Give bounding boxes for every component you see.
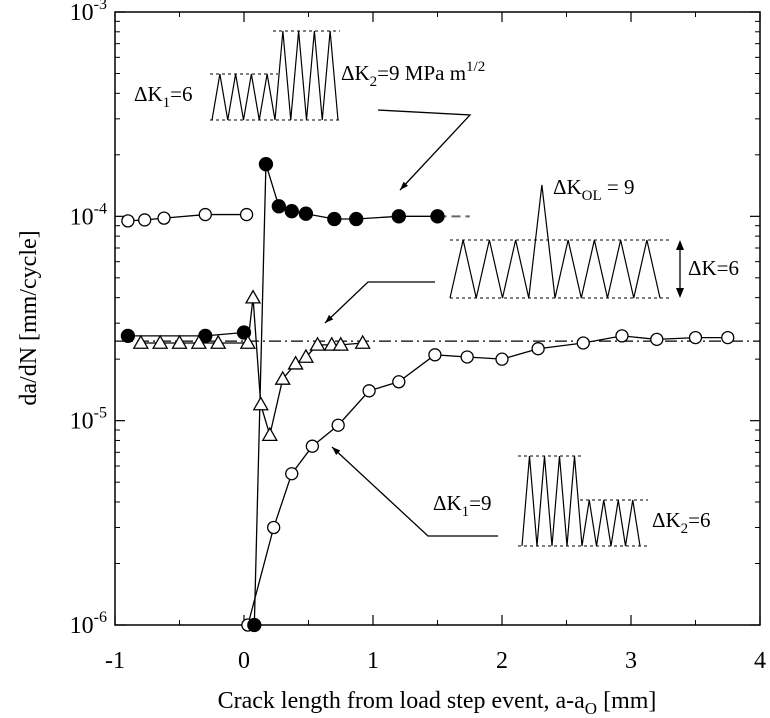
data-point-filled-circle [120,328,136,344]
annotation-leaders [324,109,498,537]
leader-arrow-bottom [331,446,498,537]
leader-arrow-middle-head [325,314,334,323]
annot-dk2-6: ΔK2=6 [652,508,711,537]
series-filled-circle [120,325,252,344]
data-point-filled-circle [327,211,342,227]
data-point-filled-circle [271,199,286,214]
data-point-filled-circle [430,209,445,224]
data-point-filled-circle [391,209,406,224]
reference-lines [115,215,760,342]
series-line [247,335,728,626]
series-open-triangle [132,289,371,441]
data-point-open-circle [460,350,474,364]
x-axis-label: Crack length from load step event, a-aO … [218,688,657,718]
x-tick-label: 4 [754,648,766,674]
leader-arrow-bottom-head [332,447,341,456]
data-point-triangle [190,334,207,349]
data-point-filled-circle [258,157,274,172]
data-point-open-circle [157,211,171,225]
leader-arrow-top-head [400,181,409,190]
data-point-open-circle [392,375,406,389]
waveform-step-down [521,455,641,547]
annot-dk-6: ΔK=6 [688,256,739,280]
data-point-filled-circle [349,211,364,227]
x-tick-label: 1 [367,648,379,674]
x-tick-label: 0 [238,648,250,674]
data-point-filled-circle [247,617,262,633]
leader-arrow-top [377,109,472,191]
data-point-filled-circle [298,206,314,221]
data-point-triangle [252,396,269,411]
data-point-open-circle [239,207,254,222]
data-series [120,157,735,633]
data-point-open-circle [305,439,320,453]
data-point-open-circle [428,348,442,362]
range-arrow-up [676,240,684,250]
series-open-circle [241,329,735,632]
data-point-triangle [210,334,227,349]
data-point-triangle [152,334,169,349]
y-tick-label: 10-5 [70,405,107,435]
data-point-triangle [239,334,256,349]
x-tick-label: 2 [496,648,508,674]
data-point-open-circle [362,384,376,398]
data-point-open-circle [495,352,509,366]
plot-frame [114,11,761,626]
data-point-triangle [332,336,349,351]
series-open-circle [121,207,254,228]
data-point-open-circle [331,418,345,432]
data-point-triangle [132,334,149,349]
data-point-triangle [171,334,188,349]
series-line [140,297,363,438]
data-point-triangle [309,336,326,351]
y-tick-label: 10-6 [70,609,107,639]
waveform-overload [449,184,661,299]
tick-labels: -1 0 1 2 3 4 10-3 10-4 10-5 10-6 [70,0,766,674]
data-point-open-circle [615,329,629,343]
range-arrow-down [676,288,684,298]
data-point-triangle [297,348,315,363]
waveform-insets [210,30,684,547]
axis-ticks [114,11,761,626]
series-line [127,331,245,337]
x-tick-label: 3 [625,648,637,674]
data-point-open-circle [650,332,664,347]
series-filled-circle [247,157,445,633]
data-point-filled-circle [284,204,299,219]
data-point-open-circle [576,336,590,350]
data-point-open-circle [285,467,299,481]
data-point-open-circle [121,214,135,228]
y-tick-label: 10-3 [70,0,107,26]
annot-dk1-6: ΔK1=6 [134,82,193,111]
data-point-open-circle [688,330,703,345]
data-point-triangle [261,426,278,441]
data-point-open-circle [721,330,735,345]
data-point-open-circle [138,213,152,227]
y-tick-label: 10-4 [70,200,107,230]
annot-dk1-9: ΔK1=9 [433,491,492,520]
x-tick-label: -1 [105,648,125,674]
data-point-triangle [244,289,262,304]
leader-arrow-middle [324,281,435,324]
data-point-triangle [354,334,371,349]
data-point-open-circle [198,207,212,222]
annot-dkol-9: ΔKOL = 9 [553,175,635,204]
data-point-triangle [274,370,291,385]
waveform-step-up [211,30,339,121]
data-point-open-circle [531,342,545,356]
series-line [253,163,438,626]
data-point-open-circle [267,520,281,535]
y-axis-label: da/dN [mm/cycle] [16,230,42,405]
annot-dk2-9: ΔK2=9 MPa m1/2 [341,59,485,90]
annotations: ΔK1=6 ΔK2=9 MPa m1/2 ΔKOL = 9 ΔK=6 ΔK1=9 ΔK2=… [134,59,739,537]
